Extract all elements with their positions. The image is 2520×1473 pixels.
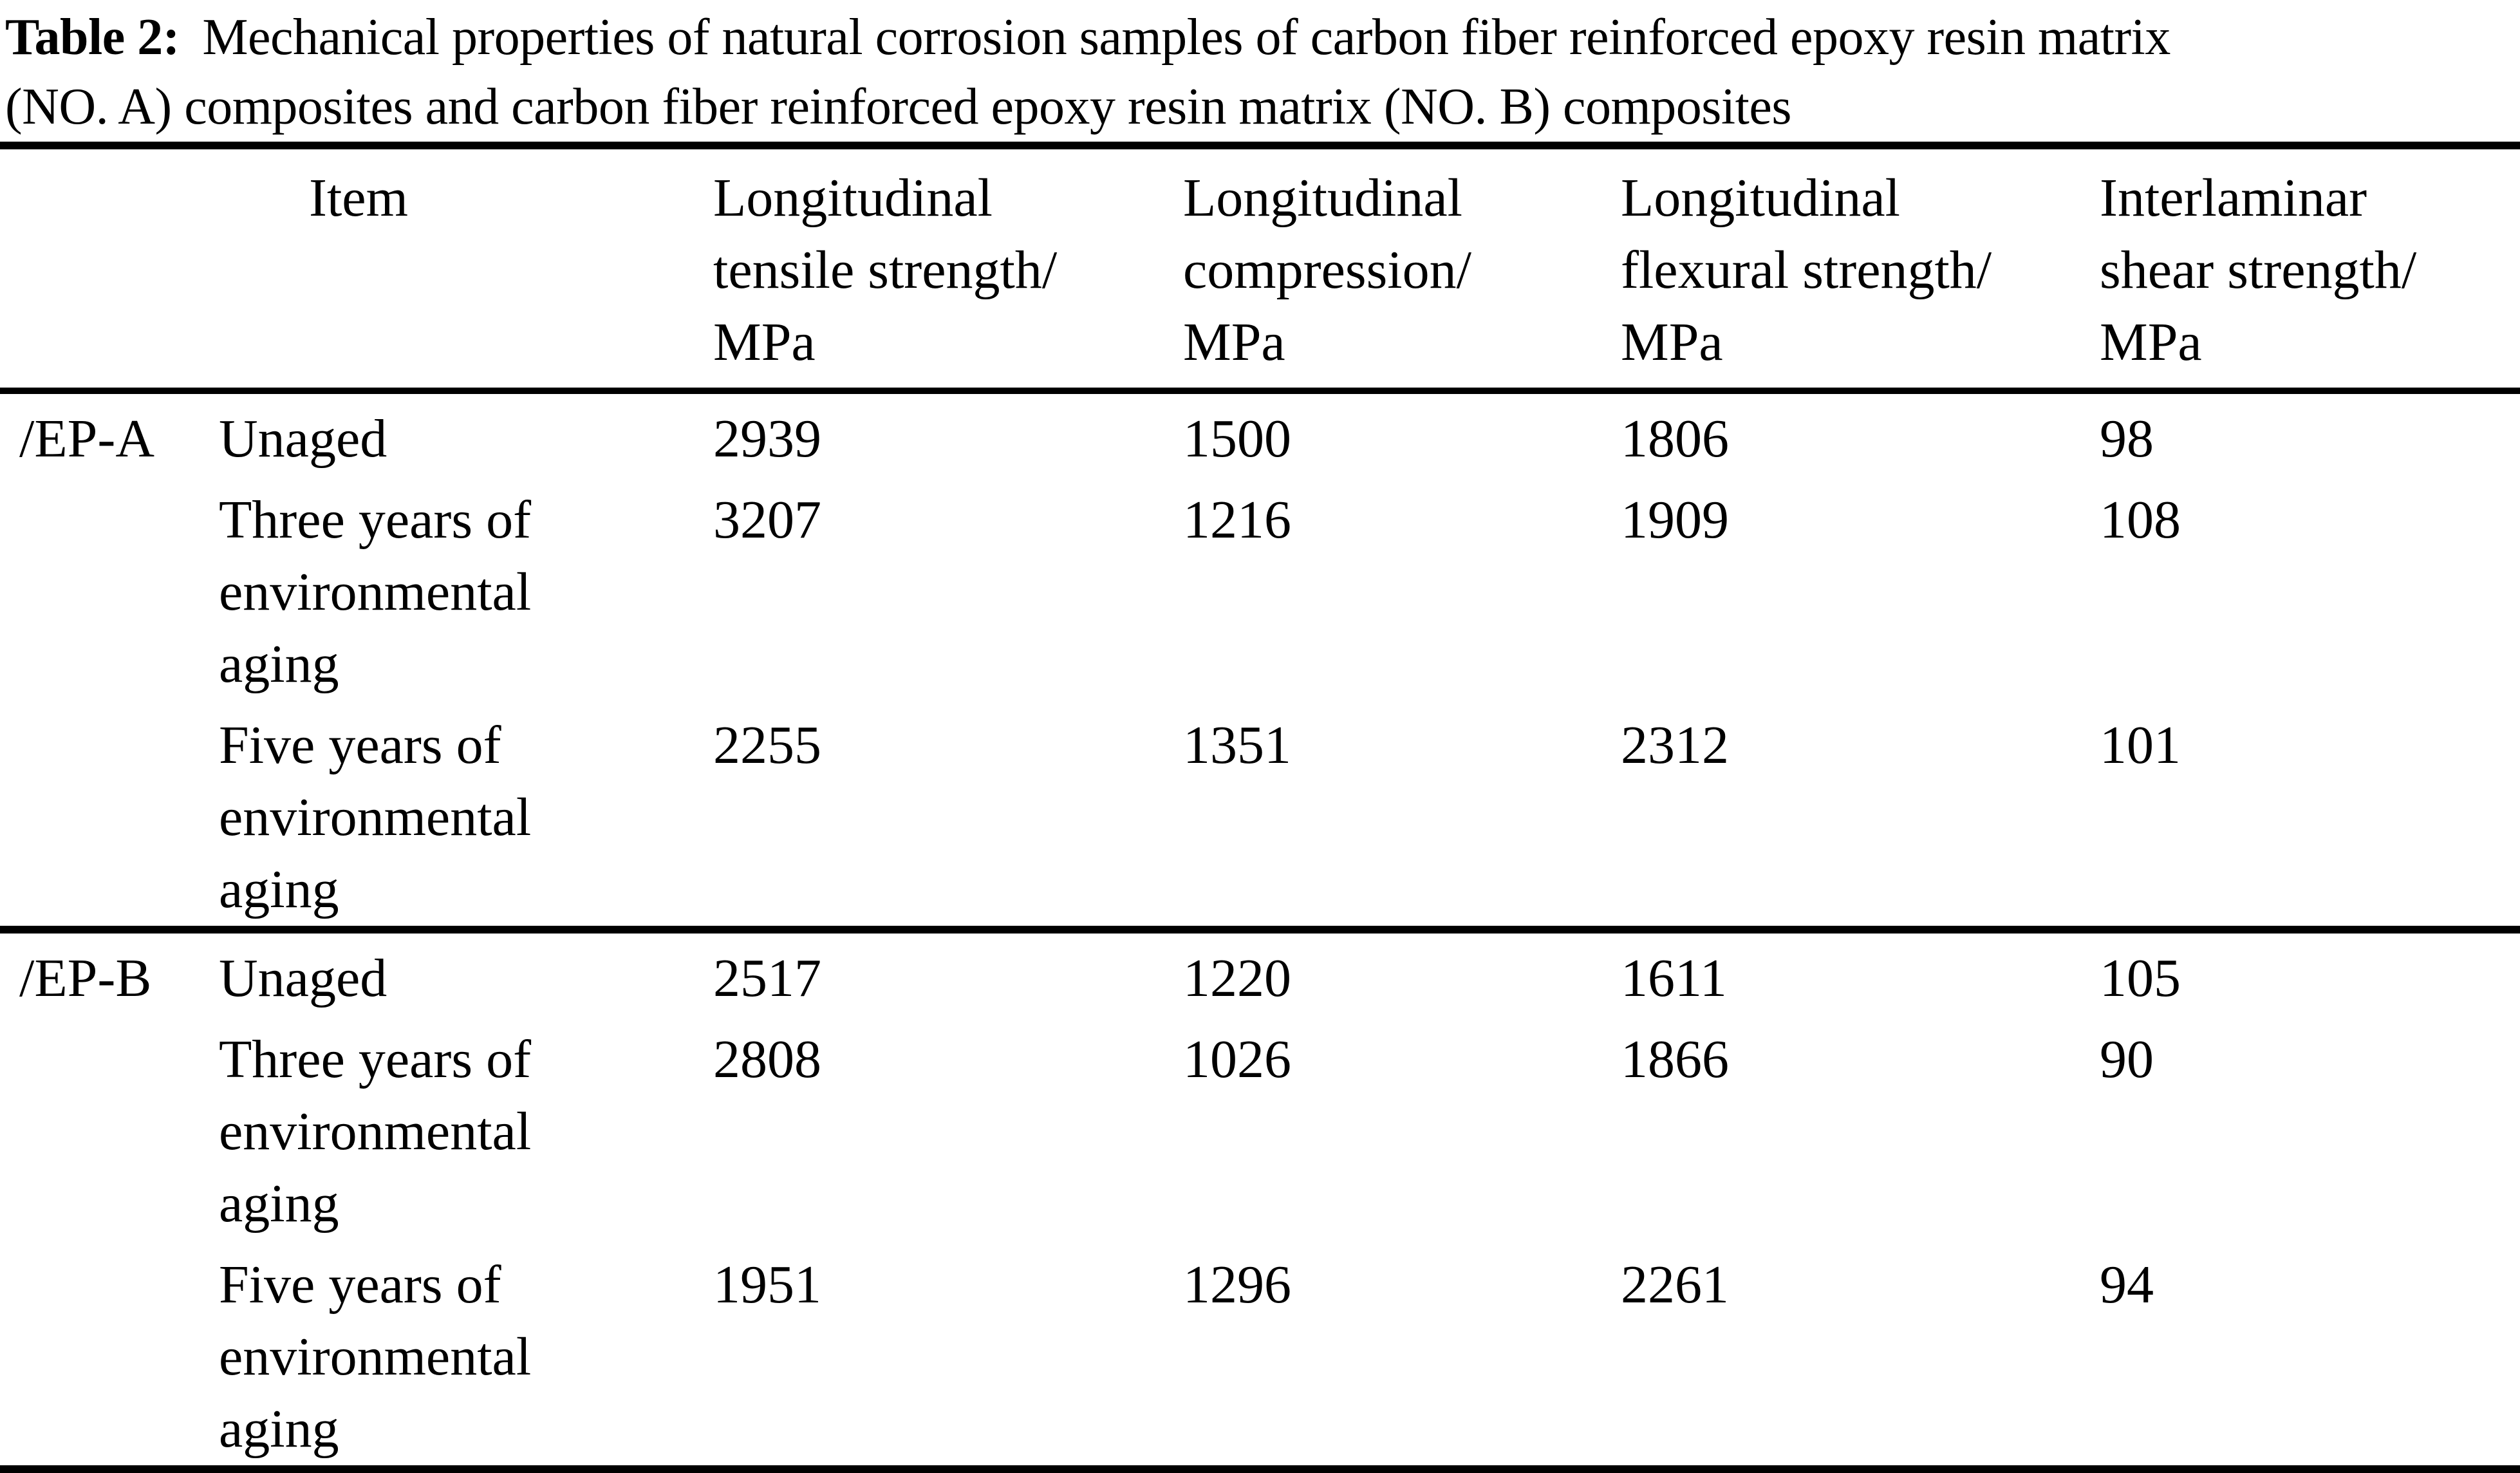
header-flexural-strength: Longitudinal flexural strength/ MPa [1621, 145, 2100, 394]
header-tensile-strength: Longitudinal tensile strength/ MPa [713, 145, 1183, 394]
value-flexural: 1909 [1621, 490, 1729, 550]
value-flexural: 2261 [1621, 1255, 1729, 1315]
header-interlaminar-shear: Interlaminar shear strength/ MPa [2100, 145, 2520, 394]
caption-line-1: Table 2: Mechanical properties of natura… [5, 3, 2520, 72]
value-shear: 98 [2100, 409, 2154, 469]
value-shear: 101 [2100, 715, 2181, 775]
value-compression: 1500 [1183, 409, 1291, 469]
value-shear: 105 [2100, 926, 2520, 1015]
value-tensile: 2939 [713, 409, 821, 469]
table-row: Three years of environmental aging 2808 … [0, 1015, 2520, 1240]
value-shear: 90 [2100, 1029, 2154, 1089]
value-tensile: 2808 [713, 1029, 821, 1089]
table-row: Five years of environmental aging 1951 1… [0, 1240, 2520, 1469]
value-tensile: 3207 [713, 490, 821, 550]
value-compression: 1296 [1183, 1255, 1291, 1315]
mechanical-properties-table: Item Longitudinal tensile strength/ MPa … [0, 142, 2520, 1473]
group-label-ep-a: /EP-A [19, 409, 154, 469]
header-group-spacer [0, 145, 219, 394]
caption-text-line1: Mechanical properties of natural corrosi… [189, 9, 2170, 66]
caption-table-number: Table 2: [5, 9, 180, 66]
caption-line-2: (NO. A) composites and carbon fiber rein… [5, 79, 1792, 135]
item-cell: Unaged [219, 926, 713, 1015]
value-compression: 1351 [1183, 715, 1291, 775]
value-tensile: 2255 [713, 715, 821, 775]
value-shear: 108 [2100, 490, 2181, 550]
value-shear: 94 [2100, 1255, 2154, 1315]
value-compression: 1220 [1183, 926, 1621, 1015]
table-row: Three years of environmental aging 3207 … [0, 475, 2520, 700]
value-compression: 1026 [1183, 1029, 1291, 1089]
value-flexural: 1866 [1621, 1029, 1729, 1089]
header-item: Item [219, 145, 713, 394]
table-row: /EP-A Unaged 2939 1500 1806 98 [0, 391, 2520, 475]
value-flexural: 1806 [1621, 409, 1729, 469]
item-cell: Three years of environmental aging [219, 490, 532, 694]
item-cell: Three years of environmental aging [219, 1029, 532, 1234]
value-flexural: 2312 [1621, 715, 1729, 775]
header-row: Item Longitudinal tensile strength/ MPa … [0, 145, 2520, 394]
table-row: Five years of environmental aging 2255 1… [0, 700, 2520, 930]
item-cell: Five years of environmental aging [219, 1255, 532, 1459]
value-tensile: 2517 [713, 926, 1183, 1015]
table-row: /EP-B Unaged 2517 1220 1611 105 [0, 926, 2520, 1469]
value-tensile: 1951 [713, 1255, 821, 1315]
item-cell: Five years of environmental aging [219, 715, 532, 919]
value-compression: 1216 [1183, 490, 1291, 550]
table-caption: Table 2: Mechanical properties of natura… [0, 0, 2520, 142]
group-label-ep-b: /EP-B [0, 926, 219, 1469]
item-cell: Unaged [219, 409, 387, 469]
value-flexural: 1611 [1621, 926, 2100, 1015]
header-compression: Longitudinal compression/ MPa [1183, 145, 1621, 394]
